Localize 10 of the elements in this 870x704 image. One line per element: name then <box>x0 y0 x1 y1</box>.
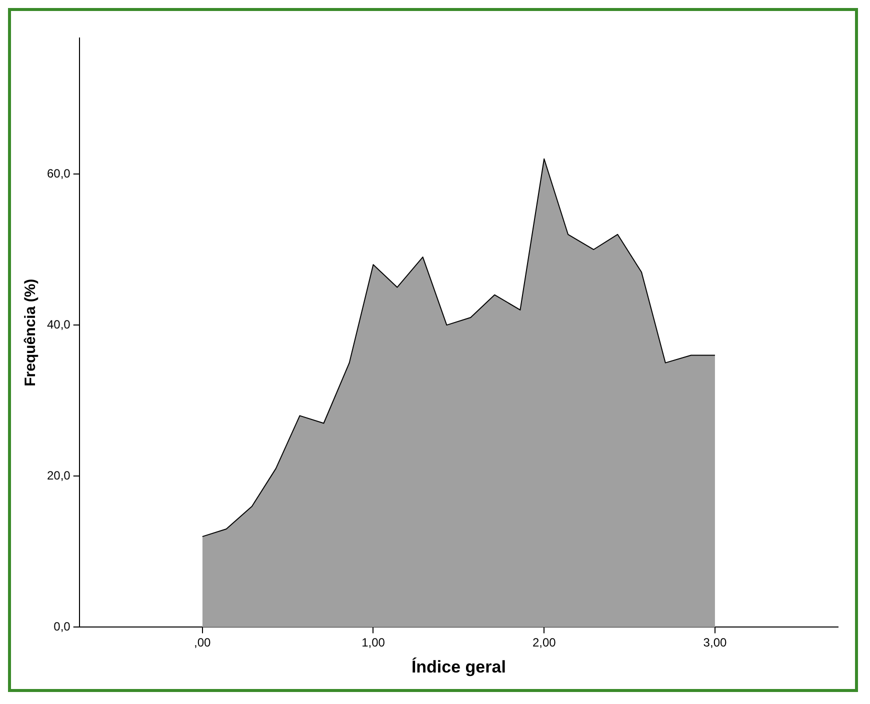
x-tick-label: 2,00 <box>532 636 556 650</box>
y-tick-label: 20,0 <box>46 468 71 482</box>
y-tick-label: 0,0 <box>54 620 71 634</box>
y-tick-label: 60,0 <box>46 166 71 180</box>
x-tick-label: 1,00 <box>362 636 386 650</box>
y-axis-title: Frequência (%) <box>22 278 40 386</box>
x-tick-label: 3,00 <box>703 636 727 650</box>
y-tick-label: 40,0 <box>46 317 71 332</box>
x-axis-title: Índice geral <box>411 656 506 676</box>
x-tick-label: ,00 <box>194 636 212 650</box>
